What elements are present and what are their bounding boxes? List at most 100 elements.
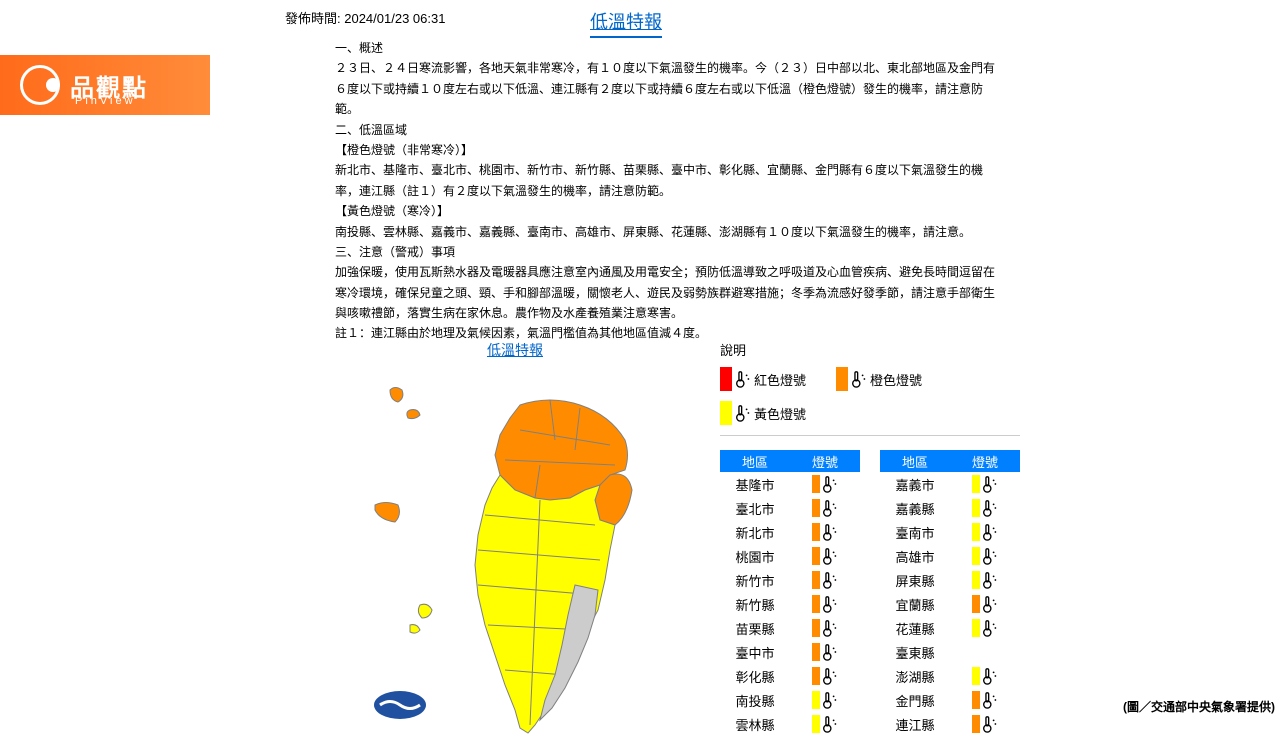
signal-swatch bbox=[972, 499, 980, 517]
alert-region: 臺南市 bbox=[880, 523, 950, 542]
alert-region: 新北市 bbox=[720, 523, 790, 542]
alert-row: 新北市 bbox=[720, 520, 860, 544]
alert-header-1: 地區 燈號 bbox=[720, 450, 860, 472]
thermometer-icon bbox=[981, 523, 999, 541]
thermometer-icon bbox=[981, 667, 999, 685]
alert-region: 臺北市 bbox=[720, 499, 790, 518]
signal-swatch bbox=[812, 643, 820, 661]
content-p2: ２３日、２４日寒流影響，各地天氣非常寒冷，有１０度以下氣溫發生的機率。今（２３）… bbox=[335, 58, 1005, 119]
alert-row: 桃園市 bbox=[720, 544, 860, 568]
alert-col-2: 地區 燈號 嘉義市嘉義縣臺南市高雄市屏東縣宜蘭縣花蓮縣臺東縣澎湖縣金門縣連江縣 bbox=[880, 450, 1020, 736]
legend-label-orange: 橙色燈號 bbox=[870, 370, 922, 389]
thermometer-icon bbox=[981, 619, 999, 637]
legend-title: 說明 bbox=[720, 340, 1020, 359]
map-lienchiang bbox=[390, 388, 403, 403]
alert-signals bbox=[790, 619, 860, 637]
thermometer-icon bbox=[734, 404, 752, 422]
signal-swatch bbox=[812, 619, 820, 637]
alert-region: 南投縣 bbox=[720, 691, 790, 710]
alert-region: 新竹市 bbox=[720, 571, 790, 590]
signal-swatch bbox=[972, 523, 980, 541]
thermometer-icon bbox=[821, 499, 839, 517]
map-section: 低溫特報 bbox=[350, 340, 680, 745]
alert-header-signal: 燈號 bbox=[790, 452, 860, 471]
signal-swatch bbox=[972, 475, 980, 493]
alert-row: 宜蘭縣 bbox=[880, 592, 1020, 616]
signal-swatch bbox=[812, 595, 820, 613]
thermometer-icon bbox=[821, 571, 839, 589]
thermometer-icon bbox=[981, 715, 999, 733]
publish-time-value: 2024/01/23 06:31 bbox=[344, 11, 445, 26]
publish-time-label: 發佈時間: bbox=[285, 11, 344, 26]
content-p3: 二、低溫區域 bbox=[335, 120, 1005, 140]
thermometer-icon bbox=[981, 475, 999, 493]
alert-row: 新竹縣 bbox=[720, 592, 860, 616]
alert-row: 嘉義市 bbox=[880, 472, 1020, 496]
thermometer-icon bbox=[821, 619, 839, 637]
alert-region: 屏東縣 bbox=[880, 571, 950, 590]
alert-signals bbox=[790, 691, 860, 709]
alert-row: 臺北市 bbox=[720, 496, 860, 520]
legend-item-yellow: 黃色燈號 bbox=[720, 401, 806, 425]
legend-row-1: 紅色燈號 橙色燈號 bbox=[720, 367, 1020, 391]
map-title: 低溫特報 bbox=[350, 340, 680, 360]
alert-region: 澎湖縣 bbox=[880, 667, 950, 686]
alert-header-region: 地區 bbox=[880, 452, 950, 471]
logo-banner: 品觀點 PinView bbox=[0, 55, 210, 115]
alert-signals bbox=[950, 547, 1020, 565]
alert-signals bbox=[790, 667, 860, 685]
legend-swatch-yellow bbox=[720, 401, 732, 425]
alert-header-region: 地區 bbox=[720, 452, 790, 471]
signal-swatch bbox=[812, 475, 820, 493]
thermometer-icon bbox=[981, 499, 999, 517]
alert-signals bbox=[790, 523, 860, 541]
legend-label-red: 紅色燈號 bbox=[754, 370, 806, 389]
logo-text-en: PinView bbox=[75, 95, 136, 107]
alert-row: 臺中市 bbox=[720, 640, 860, 664]
thermometer-icon bbox=[981, 595, 999, 613]
alert-region: 臺中市 bbox=[720, 643, 790, 662]
content-p4: 【橙色燈號（非常寒冷）】 bbox=[335, 140, 1005, 160]
logo-icon bbox=[20, 65, 60, 105]
map-penghu2 bbox=[410, 625, 420, 634]
alert-row: 金門縣 bbox=[880, 688, 1020, 712]
legend-item-red: 紅色燈號 bbox=[720, 367, 806, 391]
alert-row: 嘉義縣 bbox=[880, 496, 1020, 520]
content-p1: 一、概述 bbox=[335, 38, 1005, 58]
alert-signals bbox=[950, 667, 1020, 685]
alert-header-2: 地區 燈號 bbox=[880, 450, 1020, 472]
legend-row-2: 黃色燈號 bbox=[720, 401, 1020, 425]
thermometer-icon bbox=[734, 370, 752, 388]
legend-label-yellow: 黃色燈號 bbox=[754, 404, 806, 423]
content-p9: 加強保暖，使用瓦斯熱水器及電暖器具應注意室內通風及用電安全；預防低溫導致之呼吸道… bbox=[335, 262, 1005, 323]
signal-swatch bbox=[972, 667, 980, 685]
alert-row: 新竹市 bbox=[720, 568, 860, 592]
alert-signals bbox=[790, 595, 860, 613]
alert-region: 金門縣 bbox=[880, 691, 950, 710]
publish-time: 發佈時間: 2024/01/23 06:31 bbox=[285, 8, 445, 27]
alert-signals bbox=[790, 571, 860, 589]
alert-col-1: 地區 燈號 基隆市臺北市新北市桃園市新竹市新竹縣苗栗縣臺中市彰化縣南投縣雲林縣 bbox=[720, 450, 860, 736]
thermometer-icon bbox=[850, 370, 868, 388]
thermometer-icon bbox=[981, 571, 999, 589]
thermometer-icon bbox=[821, 691, 839, 709]
alert-signals bbox=[950, 499, 1020, 517]
alert-region: 連江縣 bbox=[880, 715, 950, 734]
signal-swatch bbox=[972, 571, 980, 589]
alert-region: 花蓮縣 bbox=[880, 619, 950, 638]
legend-section: 說明 紅色燈號 橙色燈號 黃色燈號 bbox=[720, 340, 1020, 446]
taiwan-map bbox=[350, 370, 680, 740]
alert-signals bbox=[790, 643, 860, 661]
legend-swatch-orange bbox=[836, 367, 848, 391]
signal-swatch bbox=[972, 547, 980, 565]
alert-row: 高雄市 bbox=[880, 544, 1020, 568]
alert-signals bbox=[790, 499, 860, 517]
legend-divider bbox=[720, 435, 1020, 436]
signal-swatch bbox=[812, 691, 820, 709]
alert-row: 澎湖縣 bbox=[880, 664, 1020, 688]
alert-signals bbox=[950, 523, 1020, 541]
legend-swatch-red bbox=[720, 367, 732, 391]
alert-region: 基隆市 bbox=[720, 475, 790, 494]
content-p5: 新北市、基隆市、臺北市、桃園市、新竹市、新竹縣、苗栗縣、臺中市、彰化縣、宜蘭縣、… bbox=[335, 160, 1005, 201]
alert-region: 高雄市 bbox=[880, 547, 950, 566]
